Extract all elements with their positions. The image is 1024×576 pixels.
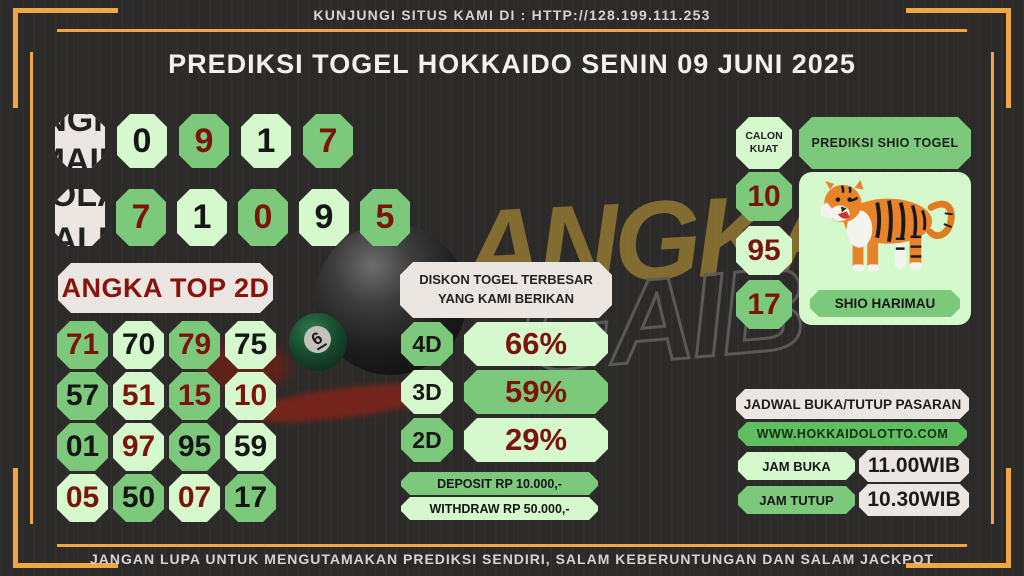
frame-line-right [991,52,994,524]
frame-line-bottom [57,544,967,547]
billiard-ball-six-icon: 6 [289,313,347,371]
page-title: PREDIKSI TOGEL HOKKAIDO SENIN 09 JUNI 20… [168,49,856,79]
diskon-2d-value: 29% [464,418,608,462]
frame-corner-top-left [13,8,118,108]
top2d-cell: 07 [169,474,220,522]
shio-animal-panel: SHIO HARIMAU [799,172,971,325]
angka-main-digit: 0 [117,114,167,168]
frame-corner-top-right [906,8,1011,108]
top2d-cell: 70 [113,321,164,369]
top2d-cell: 75 [225,321,276,369]
calon-kuat-label: CALON KUAT [736,117,792,169]
angka-bbfs-digit: 7 [116,189,166,246]
deposit-info: DEPOSIT RP 10.000,- [401,472,598,495]
angka-bbfs-digit: 9 [299,189,349,246]
frame-corner-bottom-right [906,468,1011,568]
top2d-cell: 51 [113,372,164,420]
site-url-banner[interactable]: KUNJUNGI SITUS KAMI DI : HTTP://128.199.… [313,7,711,23]
diskon-3d-value: 59% [464,370,608,414]
top2d-cell: 59 [225,423,276,471]
angka-top-2d-header: ANGKA TOP 2D [58,263,273,313]
calon-kuat-numbers: 10 95 17 [736,172,792,334]
jadwal-header: JADWAL BUKA/TUTUP PASARAN [736,389,969,419]
diskon-rows: 4D 66% 3D 59% 2D 29% [401,322,608,466]
jam-buka-value: 11.00WIB [859,450,969,482]
top2d-cell: 17 [225,474,276,522]
jam-tutup-value: 10.30WIB [859,484,969,516]
angka-bbfs-digit: 5 [360,189,410,246]
footer-message: JANGAN LUPA UNTUK MENGUTAMAKAN PREDIKSI … [89,551,935,567]
frame-corner-bottom-left [13,468,118,568]
top2d-cell: 10 [225,372,276,420]
top2d-cell: 95 [169,423,220,471]
tiger-icon [820,179,955,272]
calon-number: 17 [736,280,792,329]
frame-line-top [57,29,967,32]
jam-tutup-label: JAM TUTUP [738,486,855,514]
angka-bbfs-label: ANGKA BBFS (BOLAK BALIK FULLSET ) [13,87,147,259]
top2d-cell: 97 [113,423,164,471]
angka-main-digit: 7 [303,114,353,168]
shio-animal-label: SHIO HARIMAU [810,290,960,317]
top2d-cell: 79 [169,321,220,369]
top2d-cell: 01 [57,423,108,471]
angka-top-2d-grid: 71 70 79 75 57 51 15 10 01 97 95 59 05 5… [57,321,276,522]
top2d-cell: 57 [57,372,108,420]
angka-bbfs-row: ANGKA BBFS (BOLAK BALIK FULLSET ) 7 1 0 … [55,189,410,246]
angka-main-row: ANGKA MAIN 0 9 1 7 [55,114,353,168]
ball-six-number: 6 [307,328,328,351]
calon-number: 95 [736,226,792,275]
calon-number: 10 [736,172,792,221]
website-link[interactable]: WWW.HOKKAIDOLOTTO.COM [738,422,967,446]
angka-bbfs-digit: 1 [177,189,227,246]
jam-buka-label: JAM BUKA [738,452,855,480]
angka-main-label: ANGKA MAIN [17,101,143,180]
frame-line-left [30,52,33,524]
top2d-cell: 50 [113,474,164,522]
diskon-header: DISKON TOGEL TERBESAR YANG KAMI BERIKAN [400,262,612,318]
shio-header: PREDIKSI SHIO TOGEL [799,117,971,169]
angka-main-digit: 9 [179,114,229,168]
top2d-cell: 05 [57,474,108,522]
angka-bbfs-digit: 0 [238,189,288,246]
withdraw-info: WITHDRAW RP 50.000,- [401,497,598,520]
diskon-2d-label: 2D [401,418,453,462]
diskon-3d-label: 3D [401,370,453,414]
angka-main-digit: 1 [241,114,291,168]
diskon-4d-value: 66% [464,322,608,366]
top2d-cell: 15 [169,372,220,420]
diskon-4d-label: 4D [401,322,453,366]
top2d-cell: 71 [57,321,108,369]
